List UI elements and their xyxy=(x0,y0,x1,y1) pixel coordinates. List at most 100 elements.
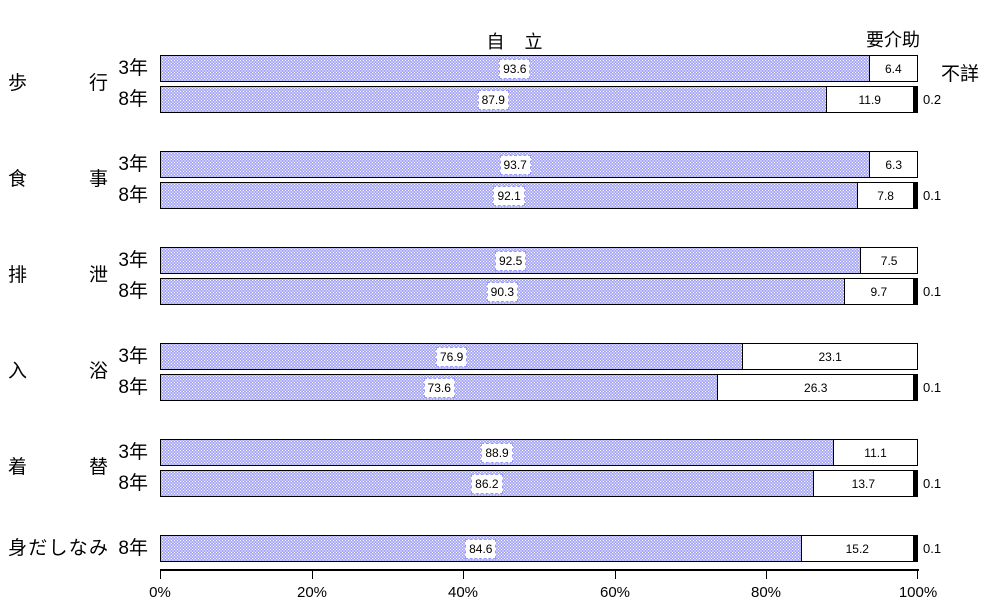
assist-value-label: 7.8 xyxy=(877,188,894,203)
unknown-value-label: 0.1 xyxy=(923,188,942,203)
segment-independent: 87.9 xyxy=(161,87,826,112)
category-label-char: 事 xyxy=(88,169,108,190)
independent-value-label: 90.3 xyxy=(486,281,518,302)
category-label-char: 身 xyxy=(8,538,28,559)
x-axis-tick-label: 20% xyxy=(296,584,328,601)
bar-row-2-0: 92.5 7.5 xyxy=(160,247,918,274)
segment-independent: 84.6 xyxy=(161,536,801,561)
year-label: 8年 xyxy=(118,89,148,110)
year-label: 8年 xyxy=(118,185,148,206)
segment-independent: 76.9 xyxy=(161,344,743,369)
bar-row-3-0: 76.9 23.1 xyxy=(160,343,918,370)
segment-unknown xyxy=(913,375,917,400)
bar-row-5-0: 84.6 15.2 xyxy=(160,535,918,562)
x-axis-tick xyxy=(766,571,767,579)
category-label-char: だ xyxy=(28,538,48,559)
category-label-char: 着 xyxy=(8,457,28,478)
segment-unknown xyxy=(913,183,917,208)
segment-assist: 13.7 xyxy=(812,471,913,496)
segment-independent: 93.7 xyxy=(161,152,870,177)
category-label: 排泄 xyxy=(8,265,108,287)
assist-value-label: 26.3 xyxy=(804,380,828,395)
segment-assist: 11.9 xyxy=(825,87,913,112)
segment-assist: 11.1 xyxy=(833,440,917,465)
assist-value-label: 13.7 xyxy=(851,476,876,491)
year-label: 3年 xyxy=(118,58,148,79)
legend-independent-label: 自 立 xyxy=(486,32,544,52)
bar-row-0-0: 93.6 6.4 xyxy=(160,55,918,82)
segment-independent: 88.9 xyxy=(161,440,834,465)
assist-value-label: 11.9 xyxy=(858,92,881,107)
segment-assist: 6.3 xyxy=(869,152,917,177)
category-label-char: 替 xyxy=(88,457,108,478)
category-label-char: 食 xyxy=(8,169,28,190)
independent-value-label: 76.9 xyxy=(436,346,468,367)
unknown-value-label: 0.2 xyxy=(923,92,942,107)
year-label: 8年 xyxy=(118,377,148,398)
independent-value-label: 92.5 xyxy=(494,250,527,271)
independent-value-label: 92.1 xyxy=(493,185,525,206)
bar-row-1-1: 92.1 7.8 xyxy=(160,182,918,209)
category-label: 身だしなみ xyxy=(8,538,108,560)
category-label-char: な xyxy=(68,538,88,559)
segment-assist: 7.8 xyxy=(857,183,913,208)
independent-value-label: 88.9 xyxy=(481,442,513,463)
unknown-value-label: 0.1 xyxy=(923,541,942,556)
bar-row-4-1: 86.2 13.7 xyxy=(160,470,918,497)
x-axis-line xyxy=(160,569,919,571)
x-axis-tick-label: 0% xyxy=(149,584,171,601)
x-axis-tick xyxy=(463,571,464,579)
segment-assist: 15.2 xyxy=(800,536,913,561)
category-label: 着替 xyxy=(8,457,108,479)
bar-row-3-1: 73.6 26.3 xyxy=(160,374,918,401)
independent-value-label: 93.6 xyxy=(499,58,531,79)
segment-unknown xyxy=(913,87,917,112)
bar-row-4-0: 88.9 11.1 xyxy=(160,439,918,466)
assist-value-label: 7.5 xyxy=(880,253,898,268)
category-label-char: 歩 xyxy=(8,73,28,94)
segment-independent: 93.6 xyxy=(161,56,869,81)
year-label: 8年 xyxy=(118,473,148,494)
bar-row-2-1: 90.3 9.7 xyxy=(160,278,918,305)
segment-independent: 92.1 xyxy=(161,183,858,208)
segment-assist: 7.5 xyxy=(860,248,917,273)
x-axis-tick xyxy=(312,571,313,579)
category-label-char: 入 xyxy=(8,361,28,382)
year-label: 3年 xyxy=(118,442,148,463)
segment-independent: 86.2 xyxy=(161,471,813,496)
x-axis-tick xyxy=(917,571,918,579)
segment-independent: 92.5 xyxy=(161,248,861,273)
independent-value-label: 84.6 xyxy=(465,538,497,559)
unknown-value-label: 0.1 xyxy=(923,380,942,395)
x-axis-tick xyxy=(160,571,161,579)
category-label-char: 行 xyxy=(88,73,108,94)
year-label: 3年 xyxy=(118,154,148,175)
x-axis-tick-label: 100% xyxy=(898,584,938,601)
year-label: 8年 xyxy=(118,281,148,302)
assist-value-label: 23.1 xyxy=(818,349,842,364)
year-label: 3年 xyxy=(118,346,148,367)
segment-assist: 23.1 xyxy=(742,344,917,369)
legend-assist-label: 要介助 xyxy=(866,30,920,50)
category-label-char: 泄 xyxy=(88,265,108,286)
assist-value-label: 15.2 xyxy=(845,541,869,556)
x-axis-tick xyxy=(615,571,616,579)
category-label-char: 排 xyxy=(8,265,28,286)
segment-independent: 90.3 xyxy=(161,279,844,304)
independent-value-label: 93.7 xyxy=(499,154,531,175)
unknown-value-label: 0.1 xyxy=(923,284,942,299)
assist-value-label: 6.3 xyxy=(885,157,903,172)
assist-value-label: 6.4 xyxy=(884,61,902,76)
year-label: 8年 xyxy=(118,538,148,559)
segment-assist: 26.3 xyxy=(717,375,913,400)
legend-unknown-label: 不詳 xyxy=(941,64,980,85)
year-label: 3年 xyxy=(118,250,148,271)
assist-value-label: 9.7 xyxy=(870,284,888,299)
segment-unknown xyxy=(913,536,917,561)
segment-independent: 73.6 xyxy=(161,375,718,400)
unknown-value-label: 0.1 xyxy=(923,476,942,491)
category-label: 食事 xyxy=(8,169,108,191)
segment-assist: 6.4 xyxy=(868,56,917,81)
category-label: 入浴 xyxy=(8,361,108,383)
